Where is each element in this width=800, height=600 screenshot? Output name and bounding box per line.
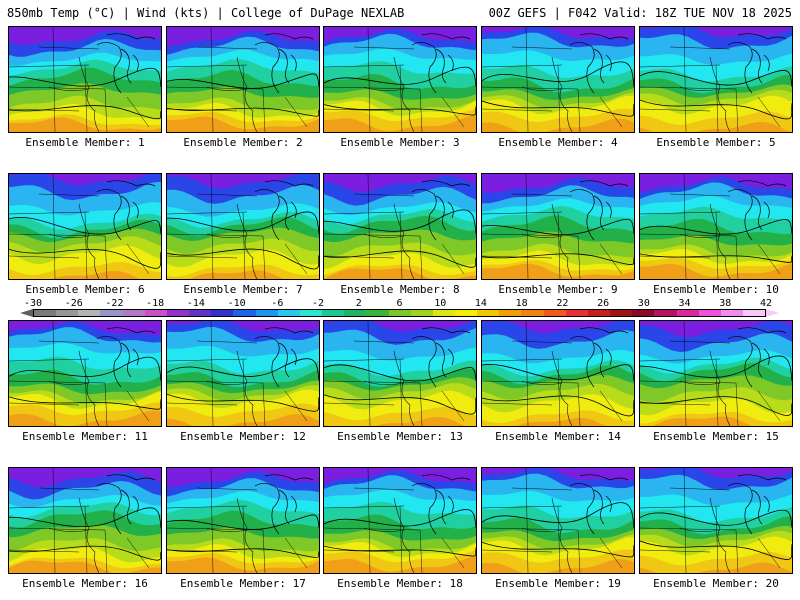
ensemble-member-label: Ensemble Member: 11 — [22, 430, 148, 443]
colorbar-cell — [122, 310, 145, 316]
colorbar-cell — [299, 310, 323, 316]
ensemble-member-label: Ensemble Member: 19 — [495, 577, 621, 590]
colorbar-tick-label: 22 — [556, 298, 569, 309]
colorbar-max-arrow — [766, 309, 779, 317]
colorbar-tick-label: 34 — [678, 298, 691, 309]
ensemble-map-17 — [166, 467, 320, 574]
colorbar-cell — [56, 310, 79, 316]
ensemble-member-label: Ensemble Member: 9 — [498, 283, 618, 296]
ensemble-map-4 — [481, 26, 635, 133]
colorbar-cell — [277, 310, 300, 316]
colorbar-tick-label: 2 — [355, 298, 362, 309]
colorbar-cell — [521, 310, 544, 316]
colorbar-cell — [587, 310, 611, 316]
colorbar-cell — [100, 310, 123, 316]
colorbar-min-arrow — [20, 309, 33, 317]
colorbar-cell — [366, 310, 389, 316]
ensemble-map-16 — [8, 467, 162, 574]
ensemble-map-6 — [8, 173, 162, 280]
ensemble-member-label: Ensemble Member: 3 — [340, 136, 460, 149]
ensemble-map-11 — [8, 320, 162, 427]
colorbar-cell — [233, 310, 256, 316]
ensemble-member-label: Ensemble Member: 14 — [495, 430, 621, 443]
ensemble-map-9 — [481, 173, 635, 280]
ensemble-member-label: Ensemble Member: 6 — [25, 283, 145, 296]
colorbar-cell — [144, 310, 167, 316]
colorbar-cell — [743, 310, 766, 316]
colorbar-tick-label: -30 — [23, 298, 43, 309]
ensemble-map-14 — [481, 320, 635, 427]
colorbar-tick-label: 14 — [474, 298, 487, 309]
colorbar-cell — [255, 310, 278, 316]
header-bar: 850mb Temp (°C) | Wind (kts) | College o… — [0, 0, 800, 22]
product-title: 850mb Temp (°C) | Wind (kts) | College o… — [7, 6, 405, 20]
ensemble-map-19 — [481, 467, 635, 574]
colorbar-tick-label: 6 — [396, 298, 403, 309]
colorbar-cell — [166, 310, 190, 316]
colorbar-tick-label: 42 — [759, 298, 773, 309]
run-valid-time: 00Z GEFS | F042 Valid: 18Z TUE NOV 18 20… — [488, 6, 792, 20]
ensemble-member-label: Ensemble Member: 10 — [653, 283, 779, 296]
colorbar-tick-label: 10 — [434, 298, 447, 309]
colorbar-cell — [388, 310, 411, 316]
ensemble-map-1 — [8, 26, 162, 133]
colorbar-cell — [211, 310, 234, 316]
ensemble-member-label: Ensemble Member: 5 — [656, 136, 776, 149]
ensemble-member-label: Ensemble Member: 18 — [337, 577, 463, 590]
colorbar-cell — [610, 310, 633, 316]
ensemble-map-12 — [166, 320, 320, 427]
colorbar-cell — [720, 310, 743, 316]
ensemble-member-label: Ensemble Member: 15 — [653, 430, 779, 443]
temperature-colorbar — [20, 309, 779, 317]
ensemble-member-label: Ensemble Member: 1 — [25, 136, 145, 149]
ensemble-member-label: Ensemble Member: 17 — [180, 577, 306, 590]
colorbar-tick-label: -18 — [146, 298, 165, 309]
colorbar-cell — [78, 310, 101, 316]
ensemble-map-20 — [639, 467, 793, 574]
ensemble-member-label: Ensemble Member: 12 — [180, 430, 306, 443]
ensemble-map-15 — [639, 320, 793, 427]
colorbar-cell — [410, 310, 433, 316]
ensemble-map-7 — [166, 173, 320, 280]
ensemble-map-18 — [323, 467, 477, 574]
colorbar-tick-label: -10 — [227, 298, 246, 309]
colorbar-tick-label: 38 — [719, 298, 732, 309]
colorbar-cell — [632, 310, 655, 316]
ensemble-member-label: Ensemble Member: 16 — [22, 577, 148, 590]
colorbar-cell — [454, 310, 478, 316]
ensemble-map-2 — [166, 26, 320, 133]
colorbar-cell — [34, 310, 57, 316]
colorbar-tick-label: -26 — [64, 298, 83, 309]
colorbar-cell — [499, 310, 522, 316]
ensemble-member-label: Ensemble Member: 20 — [653, 577, 779, 590]
ensemble-member-label: Ensemble Member: 13 — [337, 430, 463, 443]
ensemble-map-3 — [323, 26, 477, 133]
colorbar-cells — [33, 309, 766, 317]
colorbar-tick-label: -6 — [271, 298, 284, 309]
colorbar-cell — [676, 310, 699, 316]
ensemble-member-label: Ensemble Member: 2 — [183, 136, 303, 149]
colorbar-cell — [189, 310, 212, 316]
colorbar-tick-label: -14 — [186, 298, 205, 309]
ensemble-map-13 — [323, 320, 477, 427]
colorbar-cell — [654, 310, 677, 316]
colorbar-cell — [477, 310, 500, 316]
ensemble-map-5 — [639, 26, 793, 133]
colorbar-cell — [344, 310, 367, 316]
colorbar-cell — [322, 310, 345, 316]
colorbar-cell — [698, 310, 721, 316]
colorbar-cell — [543, 310, 566, 316]
colorbar-tick-label: -2 — [312, 298, 325, 309]
colorbar-tick-label: 26 — [597, 298, 610, 309]
colorbar-tick-label: 30 — [637, 298, 650, 309]
colorbar-tick-label: 18 — [515, 298, 528, 309]
ensemble-member-label: Ensemble Member: 4 — [498, 136, 618, 149]
ensemble-map-10 — [639, 173, 793, 280]
ensemble-map-8 — [323, 173, 477, 280]
colorbar-cell — [432, 310, 455, 316]
ensemble-member-label: Ensemble Member: 7 — [183, 283, 303, 296]
colorbar-cell — [565, 310, 588, 316]
ensemble-member-label: Ensemble Member: 8 — [340, 283, 460, 296]
colorbar-tick-label: -22 — [105, 298, 124, 309]
